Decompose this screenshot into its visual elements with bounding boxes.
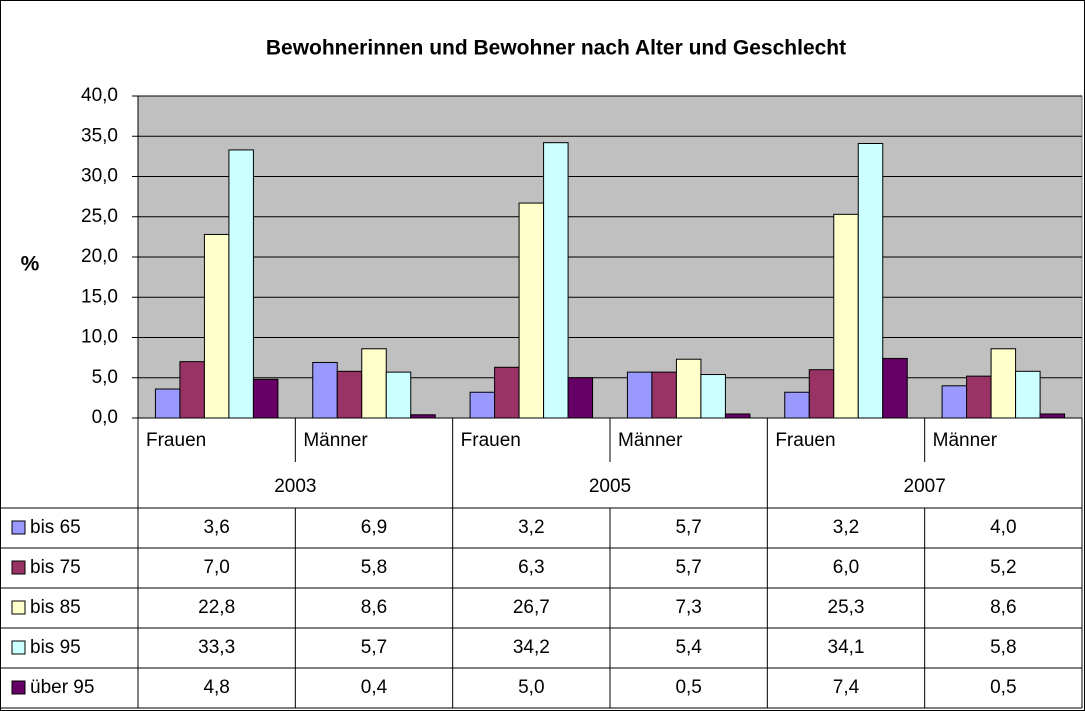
legend-label: bis 85 bbox=[30, 597, 81, 618]
bar bbox=[203, 233, 230, 419]
table-value: 5,4 bbox=[675, 637, 702, 658]
legend-key bbox=[11, 640, 26, 655]
y-tick-label: 35,0 bbox=[81, 125, 118, 146]
table-value: 5,7 bbox=[675, 517, 701, 538]
bar bbox=[385, 371, 412, 419]
table-value: 0,4 bbox=[361, 677, 388, 698]
bar bbox=[675, 358, 702, 419]
table-value: 0,5 bbox=[675, 677, 701, 698]
table-value: 8,6 bbox=[990, 597, 1016, 618]
legend-label: bis 75 bbox=[30, 557, 81, 578]
category-label: Männer bbox=[933, 430, 998, 451]
category-label: Männer bbox=[618, 430, 683, 451]
legend-key bbox=[11, 600, 26, 615]
bar bbox=[808, 369, 835, 419]
table-value: 22,8 bbox=[198, 597, 235, 618]
category-label: Frauen bbox=[146, 430, 206, 451]
bar bbox=[1039, 413, 1066, 419]
y-tick-label: 10,0 bbox=[81, 327, 118, 348]
table-value: 5,7 bbox=[675, 557, 701, 578]
bar bbox=[252, 378, 279, 419]
table-value: 5,0 bbox=[518, 677, 544, 698]
bar bbox=[228, 149, 254, 419]
table-value: 7,4 bbox=[833, 677, 860, 698]
bar bbox=[724, 413, 751, 419]
y-tick-label: 15,0 bbox=[81, 286, 118, 307]
table-value: 6,3 bbox=[518, 557, 544, 578]
table-value: 7,3 bbox=[675, 597, 701, 618]
table-value: 5,2 bbox=[990, 557, 1016, 578]
bar bbox=[543, 142, 569, 419]
legend-key bbox=[11, 560, 26, 575]
y-tick-label: 20,0 bbox=[81, 246, 118, 267]
table-value: 5,7 bbox=[361, 637, 387, 658]
bar bbox=[518, 202, 545, 419]
y-tick-label: 40,0 bbox=[81, 85, 118, 106]
bar bbox=[833, 213, 859, 419]
table-value: 33,3 bbox=[198, 637, 235, 658]
y-axis-label: % bbox=[21, 253, 40, 276]
table-value: 7,0 bbox=[203, 557, 229, 578]
chart-title: Bewohnerinnen und Bewohner nach Alter un… bbox=[266, 37, 846, 60]
bar bbox=[651, 371, 677, 419]
bar bbox=[179, 361, 205, 419]
legend-label: bis 65 bbox=[30, 517, 81, 538]
bar bbox=[990, 348, 1017, 419]
bar bbox=[312, 361, 338, 419]
bar bbox=[361, 348, 387, 419]
group-label: 2007 bbox=[904, 476, 946, 497]
table-value: 26,7 bbox=[513, 597, 550, 618]
bar bbox=[784, 391, 810, 419]
y-tick-label: 25,0 bbox=[81, 206, 118, 227]
y-tick-label: 5,0 bbox=[92, 367, 118, 388]
bar bbox=[857, 142, 884, 419]
y-tick-label: 0,0 bbox=[92, 407, 118, 428]
table-value: 25,3 bbox=[828, 597, 865, 618]
table-value: 4,8 bbox=[203, 677, 229, 698]
table-value: 3,2 bbox=[833, 517, 859, 538]
bar bbox=[882, 357, 908, 419]
bar bbox=[700, 374, 726, 419]
group-label: 2005 bbox=[589, 476, 631, 497]
bar bbox=[154, 388, 181, 419]
table-value: 3,6 bbox=[203, 517, 229, 538]
group-label: 2003 bbox=[274, 476, 316, 497]
table-value: 0,5 bbox=[990, 677, 1016, 698]
table-value: 34,1 bbox=[828, 637, 865, 658]
table-value: 5,8 bbox=[990, 637, 1016, 658]
table-value: 6,9 bbox=[361, 517, 387, 538]
table-value: 5,8 bbox=[361, 557, 387, 578]
bar bbox=[567, 377, 594, 419]
table-value: 8,6 bbox=[361, 597, 387, 618]
table-value: 3,2 bbox=[518, 517, 544, 538]
table-value: 6,0 bbox=[833, 557, 859, 578]
legend-label: bis 95 bbox=[30, 637, 81, 658]
legend-key bbox=[11, 520, 26, 535]
bar bbox=[1015, 370, 1041, 419]
legend-label: über 95 bbox=[30, 677, 94, 698]
bar bbox=[626, 371, 653, 419]
bar bbox=[469, 391, 496, 419]
bar bbox=[494, 366, 520, 419]
bar bbox=[410, 414, 436, 419]
bar bbox=[941, 385, 968, 419]
category-label: Männer bbox=[303, 430, 368, 451]
bar bbox=[966, 375, 992, 419]
y-tick-label: 30,0 bbox=[81, 166, 118, 187]
category-label: Frauen bbox=[461, 430, 521, 451]
bar bbox=[336, 370, 363, 419]
table-value: 4,0 bbox=[990, 517, 1016, 538]
legend-key bbox=[11, 680, 26, 695]
category-label: Frauen bbox=[775, 430, 835, 451]
table-value: 34,2 bbox=[513, 637, 550, 658]
